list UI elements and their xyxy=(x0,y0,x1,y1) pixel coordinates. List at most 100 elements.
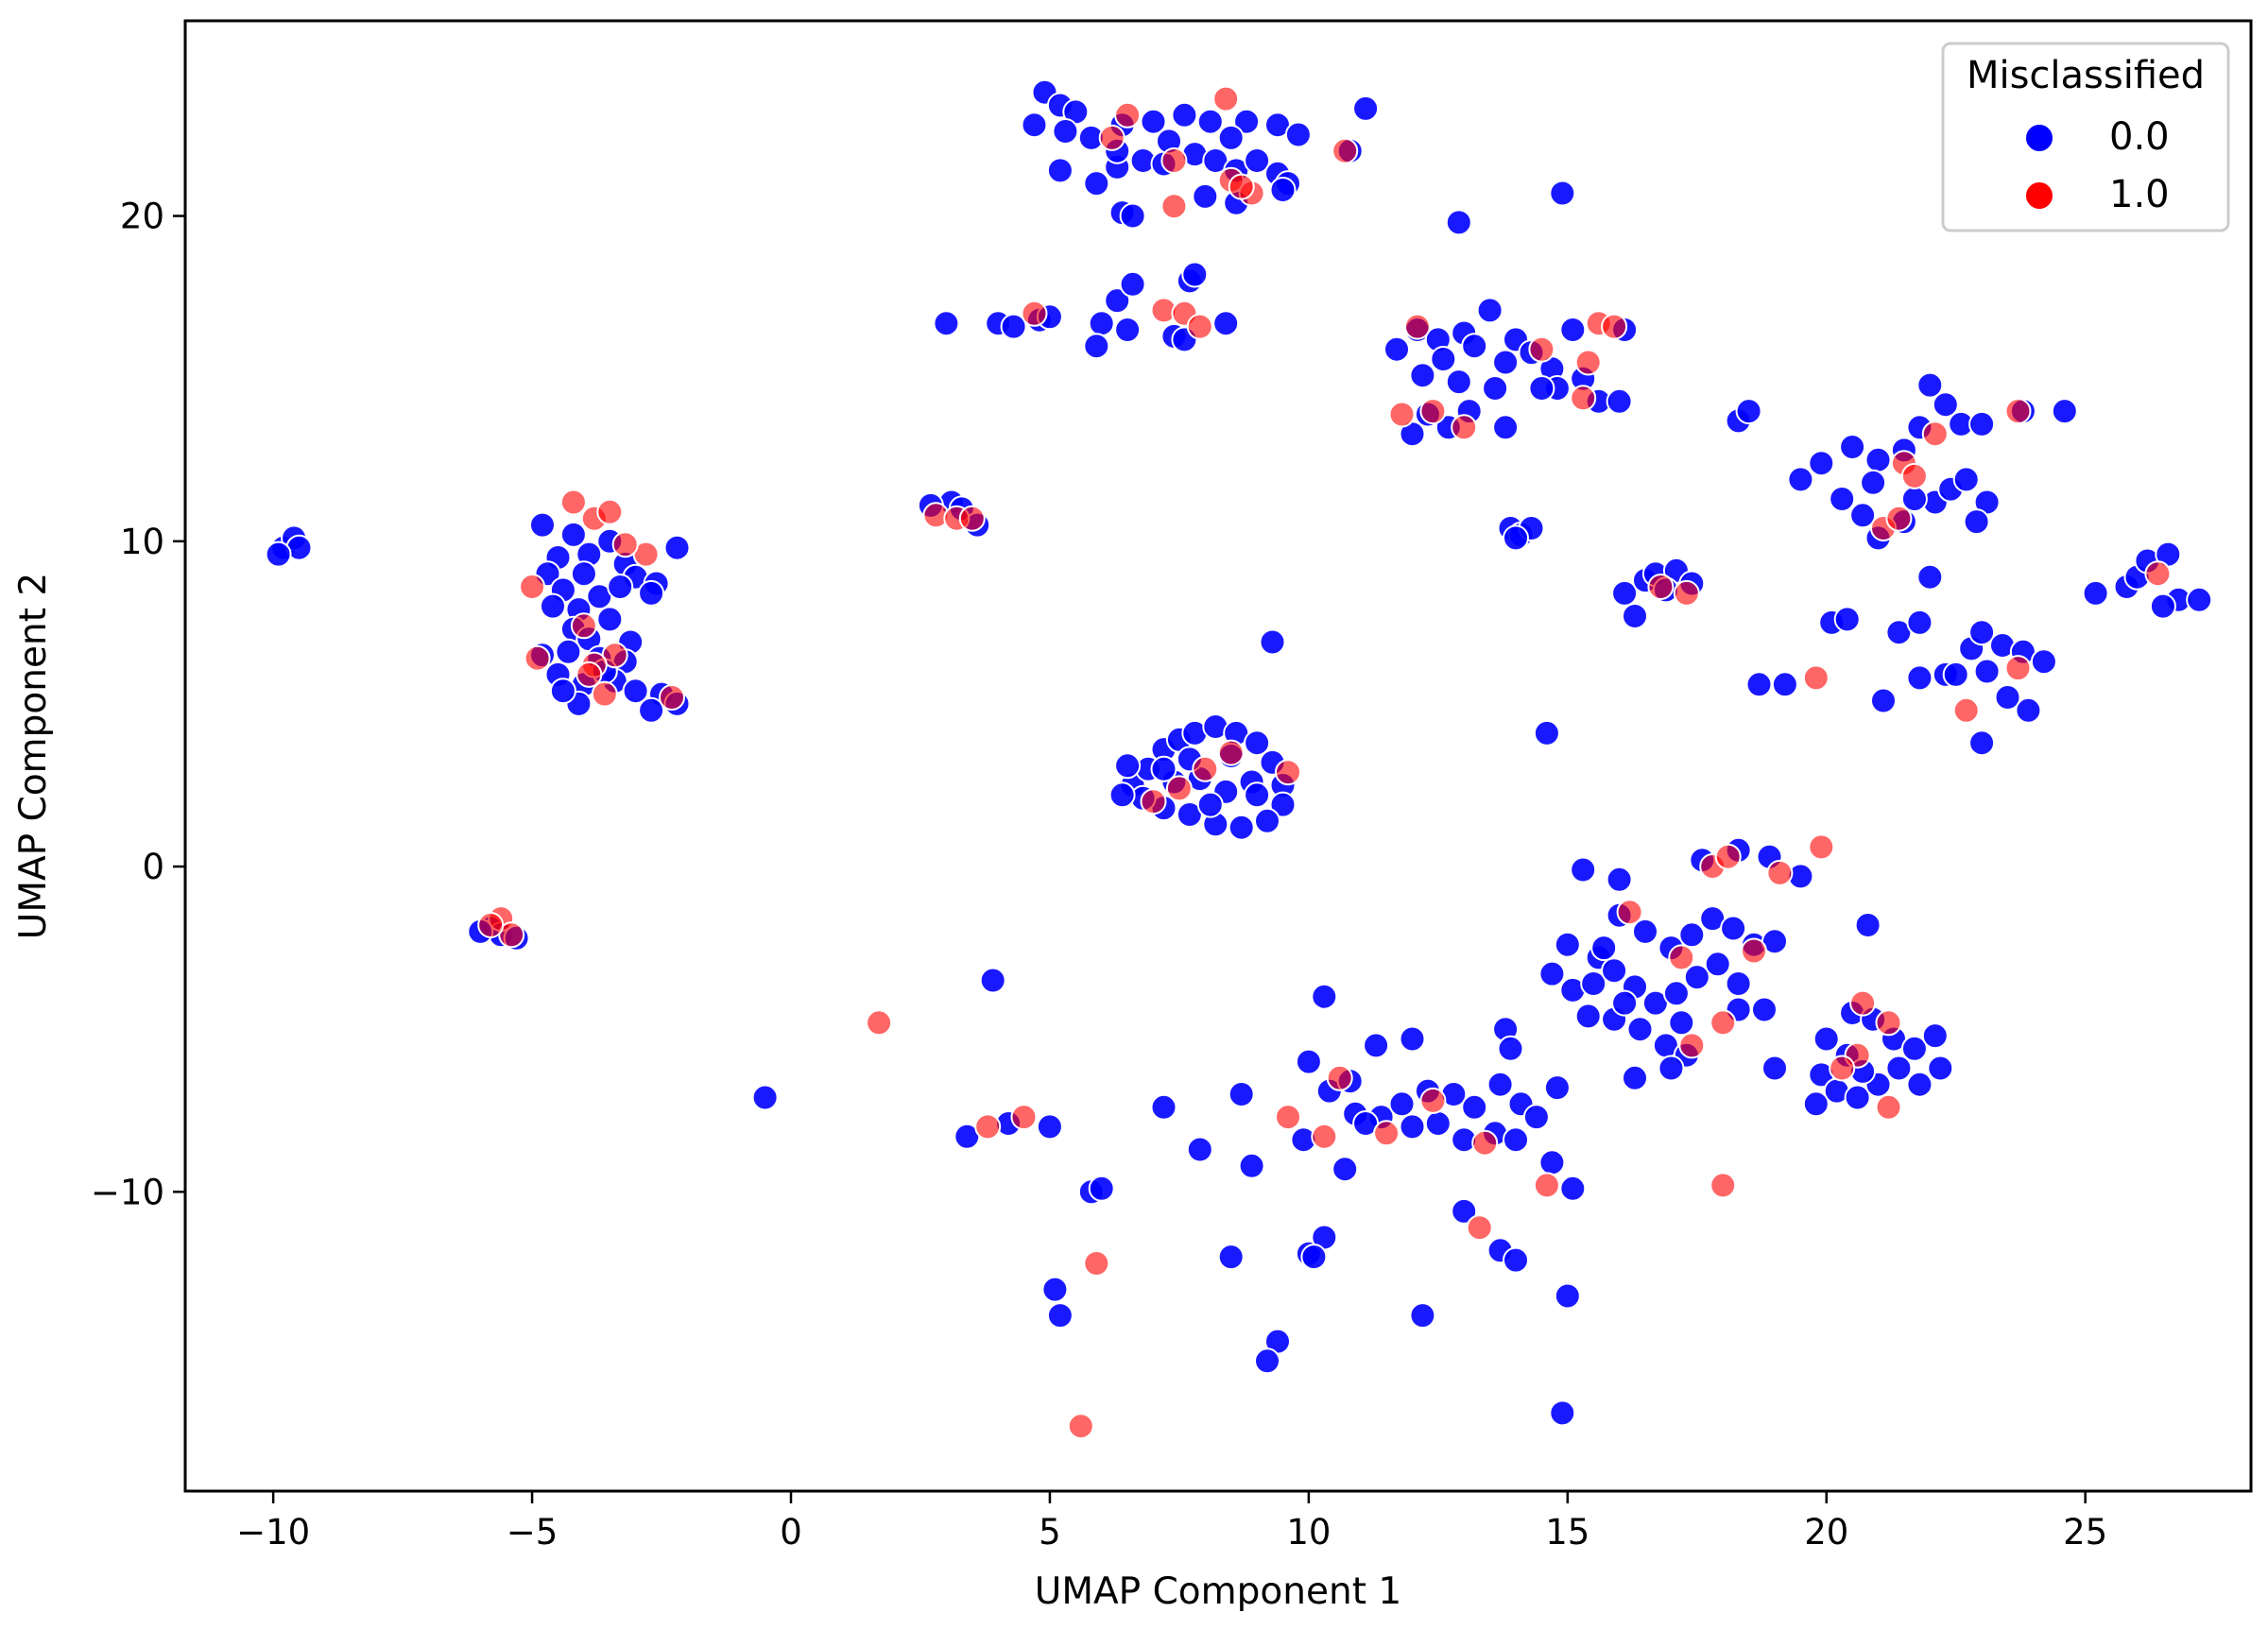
point-0.0-306 xyxy=(1036,1113,1063,1141)
point-0.0-81 xyxy=(1244,147,1271,174)
point-0.0-310 xyxy=(1238,1152,1265,1179)
point-1.0-74 xyxy=(1326,1064,1353,1091)
point-0.0-32 xyxy=(622,678,649,705)
point-1.0-25 xyxy=(1228,173,1255,200)
point-0.0-291 xyxy=(1503,1126,1529,1154)
point-0.0-201 xyxy=(1254,807,1280,834)
point-1.0-49 xyxy=(2004,655,2032,682)
point-0.0-250 xyxy=(1658,1055,1685,1082)
point-0.0-100 xyxy=(1430,346,1457,372)
point-0.0-294 xyxy=(1388,1090,1416,1118)
point-0.0-307 xyxy=(1150,1093,1177,1121)
point-1.0-9 xyxy=(591,680,618,708)
point-0.0-231 xyxy=(1720,915,1747,942)
point-0.0-178 xyxy=(1973,658,2001,685)
point-0.0-70 xyxy=(1284,121,1312,148)
point-0.0-119 xyxy=(1492,349,1520,376)
point-1.0-34 xyxy=(1574,349,1602,376)
point-1.0-2 xyxy=(596,498,624,525)
point-0.0-73 xyxy=(1046,157,1074,184)
point-0.0-101 xyxy=(1409,362,1436,389)
point-0.0-249 xyxy=(1622,1064,1648,1091)
point-0.0-157 xyxy=(1963,508,1990,536)
point-0.0-12 xyxy=(570,560,597,588)
point-0.0-295 xyxy=(1311,983,1338,1010)
point-1.0-68 xyxy=(1875,1009,1902,1037)
point-0.0-17 xyxy=(607,574,634,600)
point-0.0-135 xyxy=(1259,628,1286,656)
point-0.0-189 xyxy=(2149,592,2176,620)
point-0.0-265 xyxy=(1927,1055,1954,1082)
point-0.0-145 xyxy=(1932,391,1959,419)
x-axis: −10 −5 0 5 10 15 20 25 xyxy=(236,1491,2107,1553)
point-0.0-165 xyxy=(1906,609,1933,636)
y-tick-label-0: 0 xyxy=(142,847,164,887)
point-0.0-313 xyxy=(1041,1276,1069,1303)
point-0.0-160 xyxy=(2051,398,2078,425)
point-0.0-128 xyxy=(1611,579,1639,607)
x-tick-label-25: 25 xyxy=(2063,1512,2107,1553)
point-1.0-27 xyxy=(1160,193,1188,220)
point-1.0-30 xyxy=(1186,313,1213,340)
point-0.0-107 xyxy=(1559,317,1587,343)
point-1.0-52 xyxy=(2144,560,2172,588)
point-1.0-11 xyxy=(524,644,551,672)
point-0.0-117 xyxy=(1492,414,1520,441)
point-1.0-54 xyxy=(1217,739,1245,766)
legend-label-1: 1.0 xyxy=(2109,173,2170,216)
point-1.0-39 xyxy=(1570,385,1597,412)
point-1.0-41 xyxy=(2004,398,2032,425)
point-1.0-77 xyxy=(1471,1129,1499,1157)
x-tick-label-5: 5 xyxy=(1039,1512,1061,1553)
point-0.0-43 xyxy=(933,310,960,337)
point-0.0-301 xyxy=(1559,1175,1587,1202)
point-0.0-324 xyxy=(1549,1399,1576,1427)
point-0.0-181 xyxy=(1771,671,1798,698)
point-0.0-312 xyxy=(1088,1175,1115,1202)
point-0.0-139 xyxy=(1787,466,1814,493)
point-0.0-52 xyxy=(1114,317,1142,343)
legend-marker-0 xyxy=(2024,123,2054,153)
point-1.0-47 xyxy=(1802,664,1830,692)
point-1.0-18 xyxy=(958,505,986,532)
point-0.0-246 xyxy=(1626,1016,1654,1043)
x-axis-title: UMAP Component 1 xyxy=(1035,1570,1401,1613)
point-0.0-242 xyxy=(1704,951,1731,978)
point-1.0-72 xyxy=(1275,1104,1301,1131)
point-0.0-253 xyxy=(1761,1055,1788,1082)
point-0.0-65 xyxy=(1140,108,1167,135)
point-0.0-219 xyxy=(1606,866,1633,893)
point-0.0-68 xyxy=(1233,108,1261,135)
point-0.0-287 xyxy=(1543,1074,1571,1102)
y-axis: −10 0 10 20 xyxy=(91,197,185,1212)
point-0.0-240 xyxy=(1662,980,1690,1007)
point-0.0-98 xyxy=(1476,297,1503,324)
point-0.0-179 xyxy=(1942,661,1969,688)
point-0.0-35 xyxy=(638,696,665,724)
point-0.0-323 xyxy=(1554,1282,1581,1310)
y-tick-label--10: −10 xyxy=(91,1172,164,1212)
point-0.0-200 xyxy=(1269,791,1297,818)
point-0.0-62 xyxy=(1052,118,1079,145)
point-1.0-71 xyxy=(1829,1055,1856,1082)
point-1.0-64 xyxy=(1616,899,1643,926)
point-0.0-308 xyxy=(1186,1136,1213,1163)
point-0.0-303 xyxy=(751,1084,779,1111)
point-0.0-175 xyxy=(1994,684,2021,711)
point-0.0-149 xyxy=(1829,486,1856,512)
x-tick-label--10: −10 xyxy=(236,1512,310,1553)
point-1.0-40 xyxy=(1403,313,1431,340)
point-1.0-51 xyxy=(1673,579,1700,607)
y-axis-title: UMAP Component 2 xyxy=(12,573,55,939)
point-0.0-18 xyxy=(638,579,665,607)
point-0.0-300 xyxy=(1538,1149,1566,1176)
point-1.0-79 xyxy=(1466,1214,1493,1242)
point-1.0-20 xyxy=(1212,85,1240,112)
x-tick-label-0: 0 xyxy=(780,1512,802,1553)
point-0.0-21 xyxy=(596,606,624,633)
point-0.0-86 xyxy=(1192,182,1219,210)
point-0.0-171 xyxy=(1968,619,1996,646)
point-1.0-31 xyxy=(1021,300,1048,327)
point-0.0-314 xyxy=(1046,1302,1074,1330)
point-1.0-22 xyxy=(1160,147,1188,174)
